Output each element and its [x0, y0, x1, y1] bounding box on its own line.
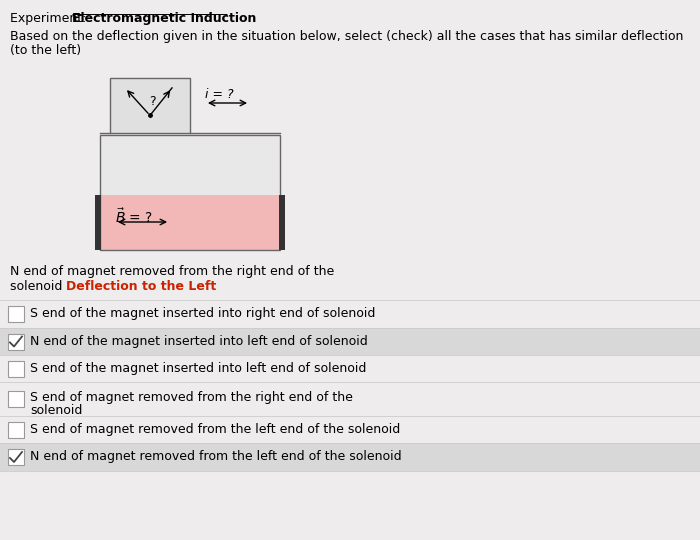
Text: Experiment:: Experiment:: [10, 12, 90, 25]
Text: Electromagnetic Induction: Electromagnetic Induction: [72, 12, 256, 25]
Bar: [100, 135, 280, 250]
Text: S end of the magnet inserted into left end of solenoid: S end of the magnet inserted into left e…: [30, 362, 366, 375]
Text: S end of magnet removed from the left end of the solenoid: S end of magnet removed from the left en…: [30, 423, 400, 436]
Bar: [8, 334, 24, 349]
Text: (to the left): (to the left): [10, 44, 81, 57]
Bar: [8, 449, 24, 465]
Text: N end of magnet removed from the left end of the solenoid: N end of magnet removed from the left en…: [30, 450, 402, 463]
Bar: [95, 195, 101, 250]
Bar: [8, 306, 24, 322]
Text: Based on the deflection given in the situation below, select (check) all the cas: Based on the deflection given in the sit…: [10, 30, 683, 43]
Text: solenoid: solenoid: [10, 280, 74, 293]
Text: $\vec{B}$ = ?: $\vec{B}$ = ?: [115, 207, 153, 226]
Bar: [279, 195, 285, 250]
Text: S end of magnet removed from the right end of the: S end of magnet removed from the right e…: [30, 390, 353, 403]
Text: i = ?: i = ?: [205, 88, 234, 101]
Bar: [8, 361, 24, 376]
Bar: [0, 328, 700, 355]
Bar: [100, 195, 280, 250]
Text: ?: ?: [148, 94, 155, 107]
Text: S end of the magnet inserted into right end of solenoid: S end of the magnet inserted into right …: [30, 307, 375, 320]
Text: Deflection to the Left: Deflection to the Left: [66, 280, 216, 293]
Text: N end of magnet removed from the right end of the: N end of magnet removed from the right e…: [10, 265, 335, 278]
Bar: [100, 135, 280, 195]
Bar: [110, 78, 190, 133]
Bar: [8, 391, 24, 407]
Bar: [8, 422, 24, 437]
Text: N end of the magnet inserted into left end of solenoid: N end of the magnet inserted into left e…: [30, 335, 368, 348]
Bar: [0, 443, 700, 471]
Text: solenoid: solenoid: [30, 404, 83, 417]
